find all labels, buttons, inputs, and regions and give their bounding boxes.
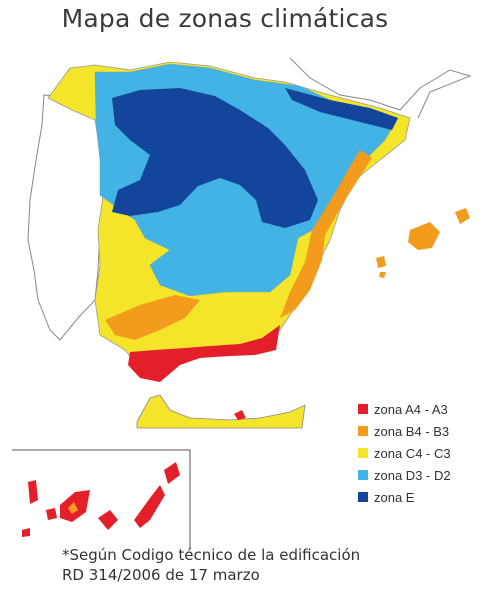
morocco-coast [136,394,306,429]
ceuta [152,396,162,404]
canary-la-palma [28,480,38,504]
canary-gomera [46,508,57,520]
zone-a-south [128,325,280,382]
balearic-ibiza [376,256,386,268]
france-outline [289,57,472,119]
legend-swatch-d [358,470,368,480]
portugal-outline [27,94,107,341]
legend-item-e: zona E [358,486,451,508]
legend-label-b: zona B4 - B3 [374,423,450,439]
legend-label-a: zona A4 - A3 [374,401,448,417]
map-title: Mapa de zonas climáticas [61,4,389,33]
legend-label-d: zona D3 - D2 [374,467,451,483]
legend-swatch-a [358,404,368,414]
legend-label-e: zona E [374,489,415,505]
canary-tenerife-peak [68,502,78,514]
melilla [234,410,246,420]
balearic-formentera [379,272,386,278]
source-note: *Según Codigo técnico de la edificación … [62,545,360,585]
zone-b-south [105,295,200,340]
legend-swatch-c [358,448,368,458]
legend-swatch-b [358,426,368,436]
zone-e-north [285,88,398,130]
canary-hierro [22,528,30,537]
legend-item-b: zona B4 - B3 [358,420,451,442]
canary-fuerteventura [134,485,165,528]
legend-label-c: zona C4 - C3 [374,445,451,461]
balearic-menorca [455,208,470,224]
legend: zona A4 - A3 zona B4 - B3 zona C4 - C3 z… [358,398,451,508]
source-note-line1: *Según Codigo técnico de la edificación [62,546,361,564]
legend-swatch-e [358,492,368,502]
canary-lanzarote [164,462,180,484]
zone-b-east [280,150,372,318]
zone-e-area [112,88,318,228]
source-note-line2: RD 314/2006 de 17 marzo [62,566,260,584]
canary-gran-canaria [98,510,118,530]
canary-inset-frame [12,449,191,548]
legend-item-c: zona C4 - C3 [358,442,451,464]
legend-item-d: zona D3 - D2 [358,464,451,486]
legend-item-a: zona A4 - A3 [358,398,451,420]
balearic-mallorca [408,222,440,250]
